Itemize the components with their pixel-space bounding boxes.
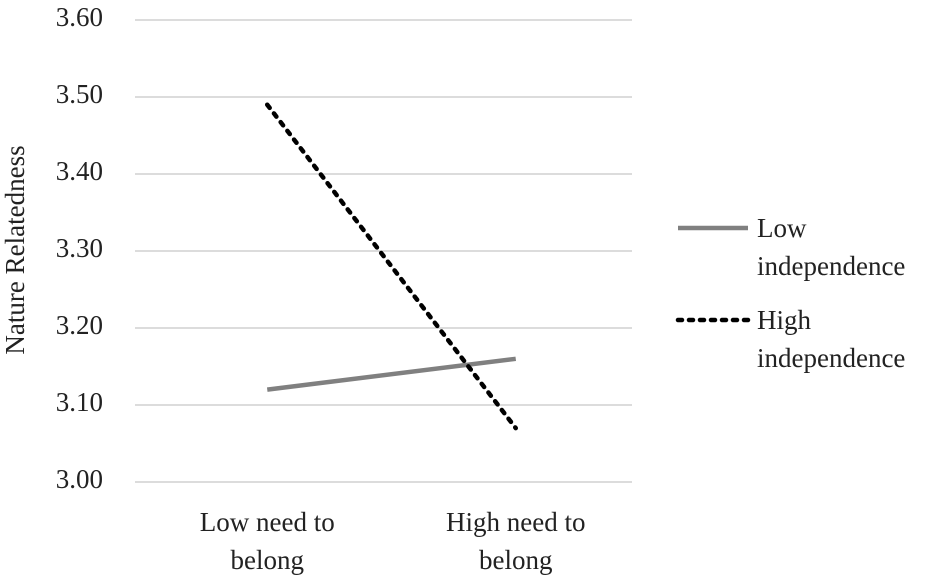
- legend-label: Low independence: [757, 213, 906, 281]
- x-tick-label: High need to belong: [446, 507, 586, 575]
- y-tick-label: 3.00: [56, 464, 103, 494]
- y-tick-label: 3.30: [56, 233, 103, 263]
- y-tick-label: 3.20: [56, 310, 103, 340]
- y-axis-title: Nature Relatedness: [0, 145, 30, 354]
- series-line: [266, 356, 517, 392]
- series-line: [265, 102, 518, 431]
- x-tick-label: Low need to belong: [199, 507, 335, 575]
- y-tick-label: 3.50: [56, 79, 103, 109]
- y-tick-label: 3.60: [56, 2, 103, 32]
- legend-label: High independence: [757, 305, 906, 373]
- y-tick-label: 3.40: [56, 156, 103, 186]
- y-tick-label: 3.10: [56, 387, 103, 417]
